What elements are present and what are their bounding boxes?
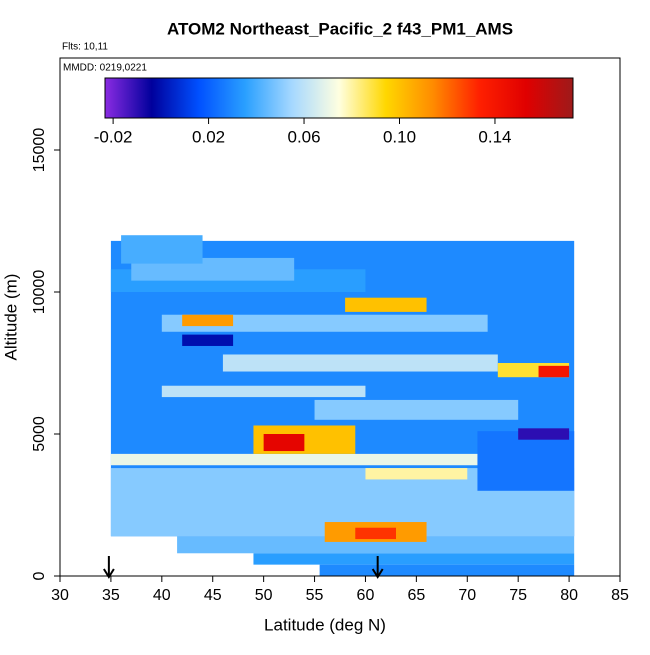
heat-cell <box>518 428 570 440</box>
x-tick-label: 30 <box>51 587 69 604</box>
heatmap <box>110 235 575 576</box>
x-tick-label: 55 <box>306 587 324 604</box>
x-tick-label: 75 <box>509 587 527 604</box>
x-tick-label: 60 <box>357 587 375 604</box>
colorbar <box>104 77 574 119</box>
heat-cell <box>161 314 488 332</box>
heat-cell <box>355 527 396 540</box>
heat-cell <box>345 297 427 312</box>
heat-cell <box>161 385 366 398</box>
x-tick-label: 40 <box>153 587 171 604</box>
heat-cell <box>365 468 468 480</box>
heat-cell <box>319 564 575 576</box>
heat-cell <box>121 235 203 264</box>
heat-cell <box>314 399 519 420</box>
dates-note: MMDD: 0219,0221 <box>63 63 147 74</box>
plot-frame <box>59 57 621 577</box>
x-tick-label: 45 <box>204 587 222 604</box>
colorbar-tick-label: 0.10 <box>383 127 416 146</box>
heat-cell <box>182 334 234 346</box>
y-tick-label: 15000 <box>31 128 48 173</box>
heat-cell <box>110 453 570 466</box>
flight-arrow-head <box>103 568 115 579</box>
x-tick-label: 70 <box>458 587 476 604</box>
x-tick-label: 35 <box>102 587 120 604</box>
y-tick-label: 5000 <box>31 416 48 452</box>
colorbar-tick-label: 0.06 <box>287 127 320 146</box>
y-axis-label: Altitude (m) <box>1 274 20 361</box>
x-tick-label: 85 <box>611 587 629 604</box>
y-tick-label: 0 <box>31 571 48 580</box>
x-axis-label: Latitude (deg N) <box>264 615 386 634</box>
x-tick-label: 65 <box>407 587 425 604</box>
x-tick-label: 80 <box>560 587 578 604</box>
heat-cell <box>538 365 570 378</box>
colorbar-tick-label: -0.02 <box>94 127 133 146</box>
flights-note: Flts: 10,11 <box>62 42 108 53</box>
heat-cell <box>253 553 575 565</box>
heat-cell <box>477 431 575 491</box>
heat-cell <box>177 536 575 554</box>
heat-cell <box>182 314 234 327</box>
chart-title: ATOM2 Northeast_Pacific_2 f43_PM1_AMS <box>167 19 513 38</box>
y-tick-label: 10000 <box>31 270 48 315</box>
colorbar-tick-label: 0.14 <box>478 127 511 146</box>
x-tick-label: 50 <box>255 587 273 604</box>
flight-arrow-head <box>371 568 384 579</box>
heat-cell <box>222 354 498 372</box>
colorbar-tick-label: 0.02 <box>192 127 225 146</box>
heat-cell <box>263 434 305 452</box>
